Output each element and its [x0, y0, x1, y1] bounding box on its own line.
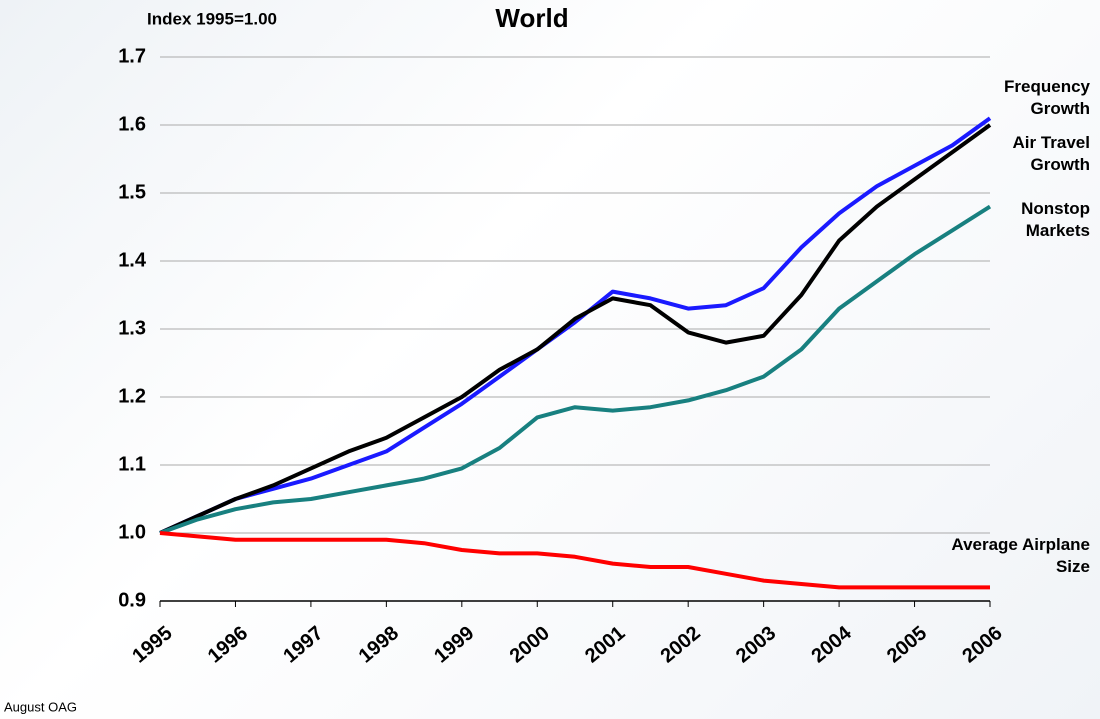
- series-line: [159, 116, 992, 535]
- x-tick-label: 2001: [581, 622, 629, 667]
- x-tick-label: 1997: [279, 622, 327, 667]
- series-line: [159, 204, 992, 535]
- y-tick-label: 0.9: [118, 589, 146, 611]
- legend-label: Frequency Growth: [1004, 77, 1090, 118]
- legend-label: Average Airplane Size: [951, 535, 1090, 576]
- y-tick-label: 1.6: [118, 113, 146, 135]
- y-tick-label: 1.4: [118, 249, 147, 271]
- x-tick-label: 2004: [807, 621, 856, 667]
- series-line: [159, 531, 990, 590]
- x-tick-label: 1999: [430, 622, 478, 667]
- x-tick-label: 2006: [958, 622, 1006, 667]
- x-tick-label: 2005: [883, 622, 931, 667]
- y-tick-label: 1.3: [118, 317, 146, 339]
- x-tick-label: 1996: [204, 622, 252, 667]
- y-axis-label: Index 1995=1.00: [147, 9, 277, 28]
- x-tick-label: 2000: [506, 622, 554, 667]
- x-tick-label: 2003: [732, 622, 780, 667]
- y-tick-label: 1.0: [118, 521, 146, 543]
- y-tick-label: 1.2: [118, 385, 146, 407]
- footer: August OAG: [4, 699, 77, 714]
- chart-title: World: [495, 3, 568, 33]
- x-tick-label: 1998: [355, 622, 403, 667]
- y-tick-label: 1.1: [118, 453, 146, 475]
- x-tick-label: 2002: [657, 622, 705, 667]
- legend-label: Nonstop Markets: [1021, 199, 1090, 240]
- series-line: [159, 123, 992, 535]
- legend-label: Air Travel Growth: [1012, 133, 1091, 174]
- x-tick-label: 1995: [128, 622, 176, 667]
- y-tick-label: 1.7: [118, 45, 146, 67]
- y-tick-label: 1.5: [118, 181, 146, 203]
